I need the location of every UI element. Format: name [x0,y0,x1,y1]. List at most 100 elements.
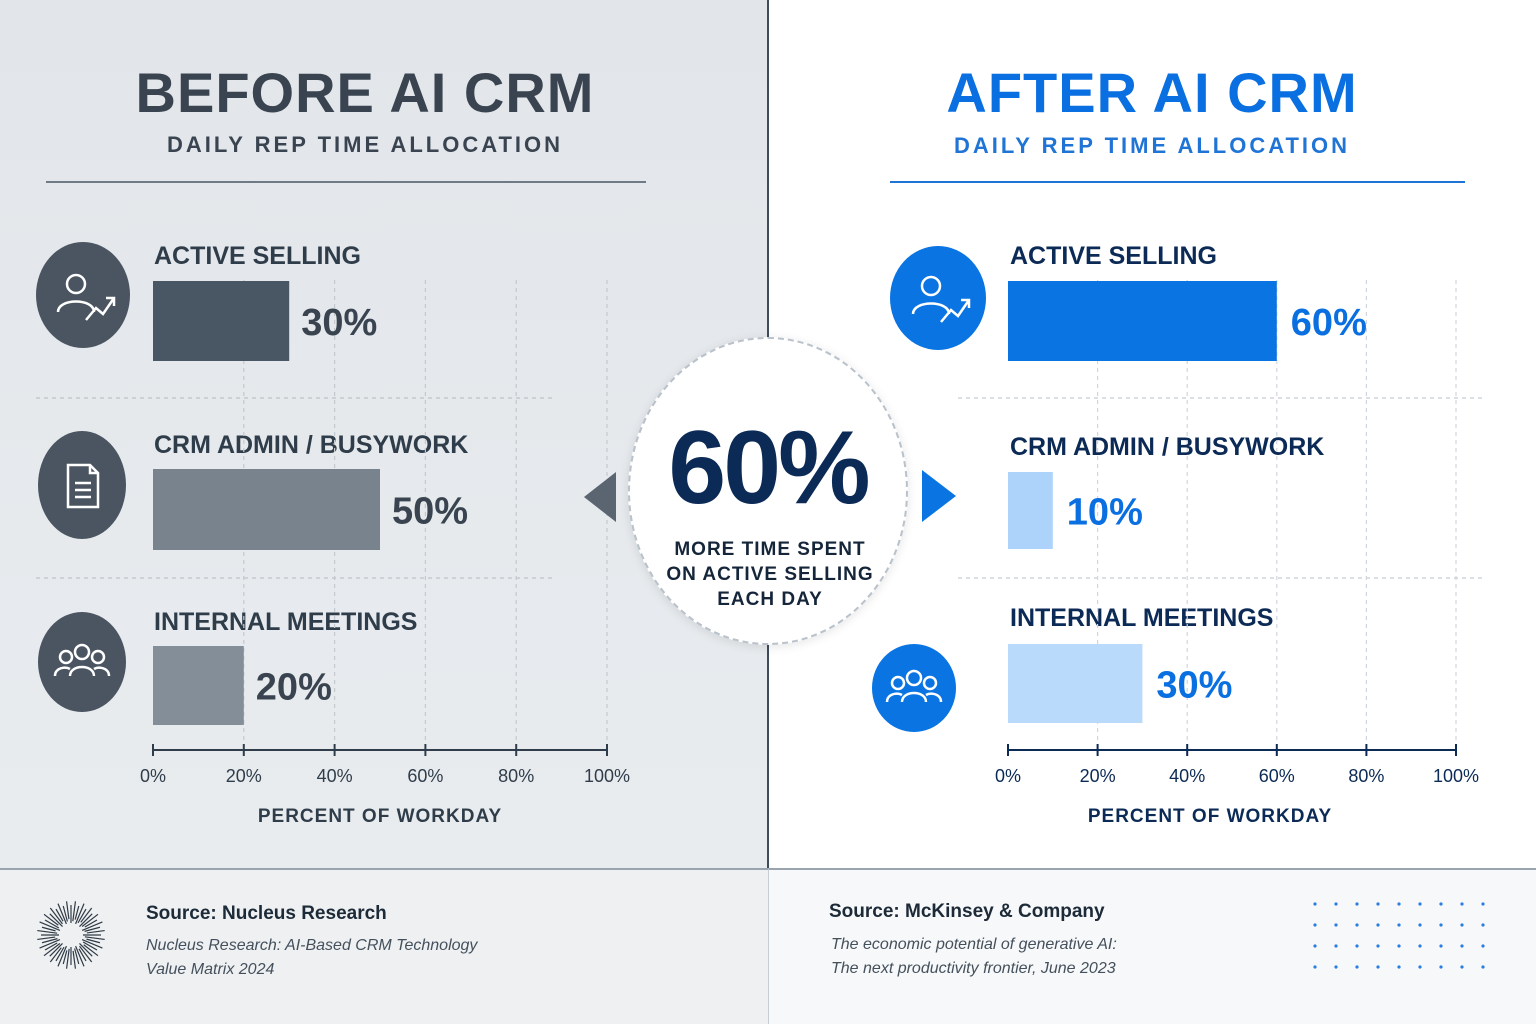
sunburst-ray [81,939,103,949]
before-crm-admin-icon [38,431,126,539]
sunburst-ray [43,943,61,957]
dot [1439,944,1443,948]
sunburst-ray [75,945,85,967]
sunburst-ray [65,901,70,920]
after-title-rule [890,181,1465,183]
dot [1481,944,1485,948]
dot [1460,902,1464,906]
source-left-line-2: Value Matrix 2024 [146,961,275,978]
before-value-label-0: 30% [301,302,377,344]
before-value-label-2: 20% [256,667,332,709]
sunburst-ray [44,942,58,951]
source-left-line-1: Nucleus Research: AI-Based CRM Technolog… [146,937,478,954]
before-title: BEFORE AI CRM [135,61,595,124]
dot [1481,923,1485,927]
dot [1460,923,1464,927]
sunburst-logo [37,901,105,969]
sunburst-ray [86,929,105,934]
sunburst-ray [81,913,99,927]
before-tick-label-0: 0% [140,766,166,786]
dot [1397,902,1401,906]
dot [1355,902,1359,906]
before-tick-label-5: 100% [584,766,630,786]
footer-right: Source: McKinsey & Company The economic … [768,868,1536,1024]
dot [1418,923,1422,927]
source-right-line-1: The economic potential of generative AI: [831,936,1117,953]
dot [1460,944,1464,948]
sunburst-ray [86,938,101,944]
after-tick-label-0: 0% [995,766,1021,786]
sunburst-ray [57,945,67,967]
before-x-axis-title: PERCENT OF WORKDAY [257,806,503,827]
dot [1313,923,1317,927]
after-tick-label-1: 20% [1080,766,1116,786]
sunburst-ray [44,919,60,929]
source-left-title: Source: Nucleus Research [146,903,387,924]
before-label-meetings: INTERNAL MEETINGS [154,608,418,636]
dot [1418,902,1422,906]
dot [1334,902,1338,906]
dot-grid [1313,902,1485,969]
sunburst-ray [62,905,68,922]
callout-line-3: EACH DAY [717,589,823,610]
after-tick-label-2: 40% [1169,766,1205,786]
after-chart: 60% 10% 30% 0% 20% 40% 60% 80% 100% [958,280,1483,786]
after-value-label-1: 10% [1067,492,1143,534]
sunburst-ray [72,901,77,922]
before-tick-label-2: 40% [317,766,353,786]
before-bar-0 [153,281,290,361]
after-value-label-0: 60% [1291,302,1367,344]
dot [1376,902,1380,906]
callout-circle: 60% MORE TIME SPENT ON ACTIVE SELLING EA… [628,337,908,645]
sunburst-ray [77,908,87,924]
sunburst-ray [75,903,85,925]
after-label-meetings: INTERNAL MEETINGS [1010,604,1274,632]
dot [1439,902,1443,906]
after-tick-label-3: 60% [1259,766,1295,786]
after-active-selling-icon [890,246,986,350]
sunburst-ray [84,936,105,941]
before-active-selling-icon [36,242,130,348]
sunburst-ray [57,903,67,925]
after-title: AFTER AI CRM [946,61,1358,124]
dot [1376,965,1380,969]
dot [1439,923,1443,927]
before-subtitle: DAILY REP TIME ALLOCATION [166,132,564,157]
before-tick-label-4: 80% [498,766,534,786]
dot [1355,923,1359,927]
sunburst-ray [43,913,59,926]
source-right-line-2: The next productivity frontier, June 202… [831,960,1116,977]
dot [1313,944,1317,948]
after-subtitle: DAILY REP TIME ALLOCATION [953,133,1351,158]
callout-value: 60% [668,410,870,526]
left-arrow-icon [584,472,616,522]
sunburst-ray [37,929,58,934]
source-right-title: Source: McKinsey & Company [829,901,1105,922]
sunburst-ray [55,908,64,922]
before-value-label-1: 50% [392,491,468,533]
sunburst-ray [74,905,80,920]
sunburst-ray [80,907,93,923]
sunburst-ray [37,936,56,941]
sunburst-ray [55,946,65,962]
sunburst-ray [39,939,61,949]
dot [1418,944,1422,948]
after-tick-label-4: 80% [1348,766,1384,786]
before-label-crm-admin: CRM ADMIN / BUSYWORK [154,431,469,459]
before-tick-label-1: 20% [226,766,262,786]
dot [1481,902,1485,906]
after-label-crm-admin: CRM ADMIN / BUSYWORK [1010,433,1325,461]
sunburst-ray [74,948,80,965]
dot [1355,965,1359,969]
sunburst-ray [81,921,103,931]
after-x-axis-title: PERCENT OF WORKDAY [1087,806,1333,827]
sunburst-ray [79,945,93,963]
dot [1418,965,1422,969]
sunburst-ray [78,948,87,962]
sunburst-ray [39,921,61,931]
dot [1460,965,1464,969]
sunburst-ray [84,919,98,928]
before-chart: 30% 50% 20% 0% 20% 40% 60% 80% 100% [36,280,630,786]
sunburst-ray [83,944,99,957]
sunburst-ray [72,950,77,969]
